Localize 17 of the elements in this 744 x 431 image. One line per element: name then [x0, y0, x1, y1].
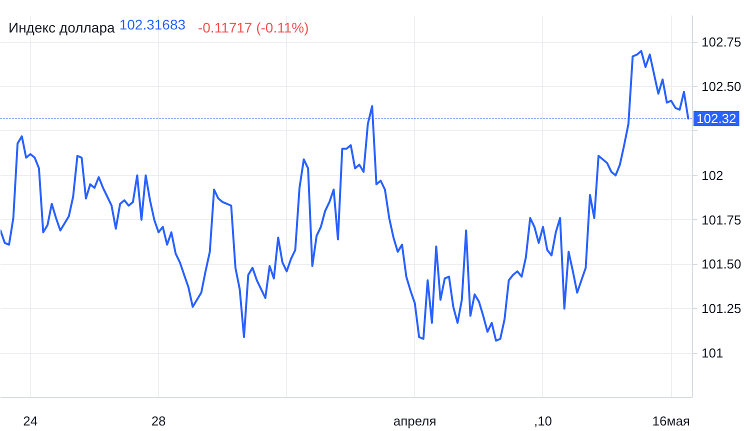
y-tick-label: 102.50: [702, 79, 742, 94]
ref-line-label: 102.32: [696, 111, 736, 126]
y-tick-label: 101.50: [702, 256, 742, 272]
y-tick-label: 102.75: [702, 34, 742, 50]
y-tick-label: 101: [702, 346, 724, 361]
annotation: 102.31683: [119, 16, 186, 32]
y-tick-label: 101.75: [702, 212, 742, 228]
x-tick-label: 28: [151, 414, 166, 428]
x-tick-label: 24: [23, 414, 38, 428]
y-tick-label: 102: [702, 168, 724, 183]
x-tick-label: 16мая: [652, 414, 690, 428]
x-tick-label: ,10: [534, 414, 552, 428]
chart-title: Индекс доллара: [8, 20, 115, 36]
y-tick-label: 101.25: [702, 301, 742, 316]
line-series: [0, 50, 690, 342]
annotation: -0.11717 (-0.11%): [198, 20, 309, 36]
x-tick-label: апреля: [393, 414, 436, 428]
